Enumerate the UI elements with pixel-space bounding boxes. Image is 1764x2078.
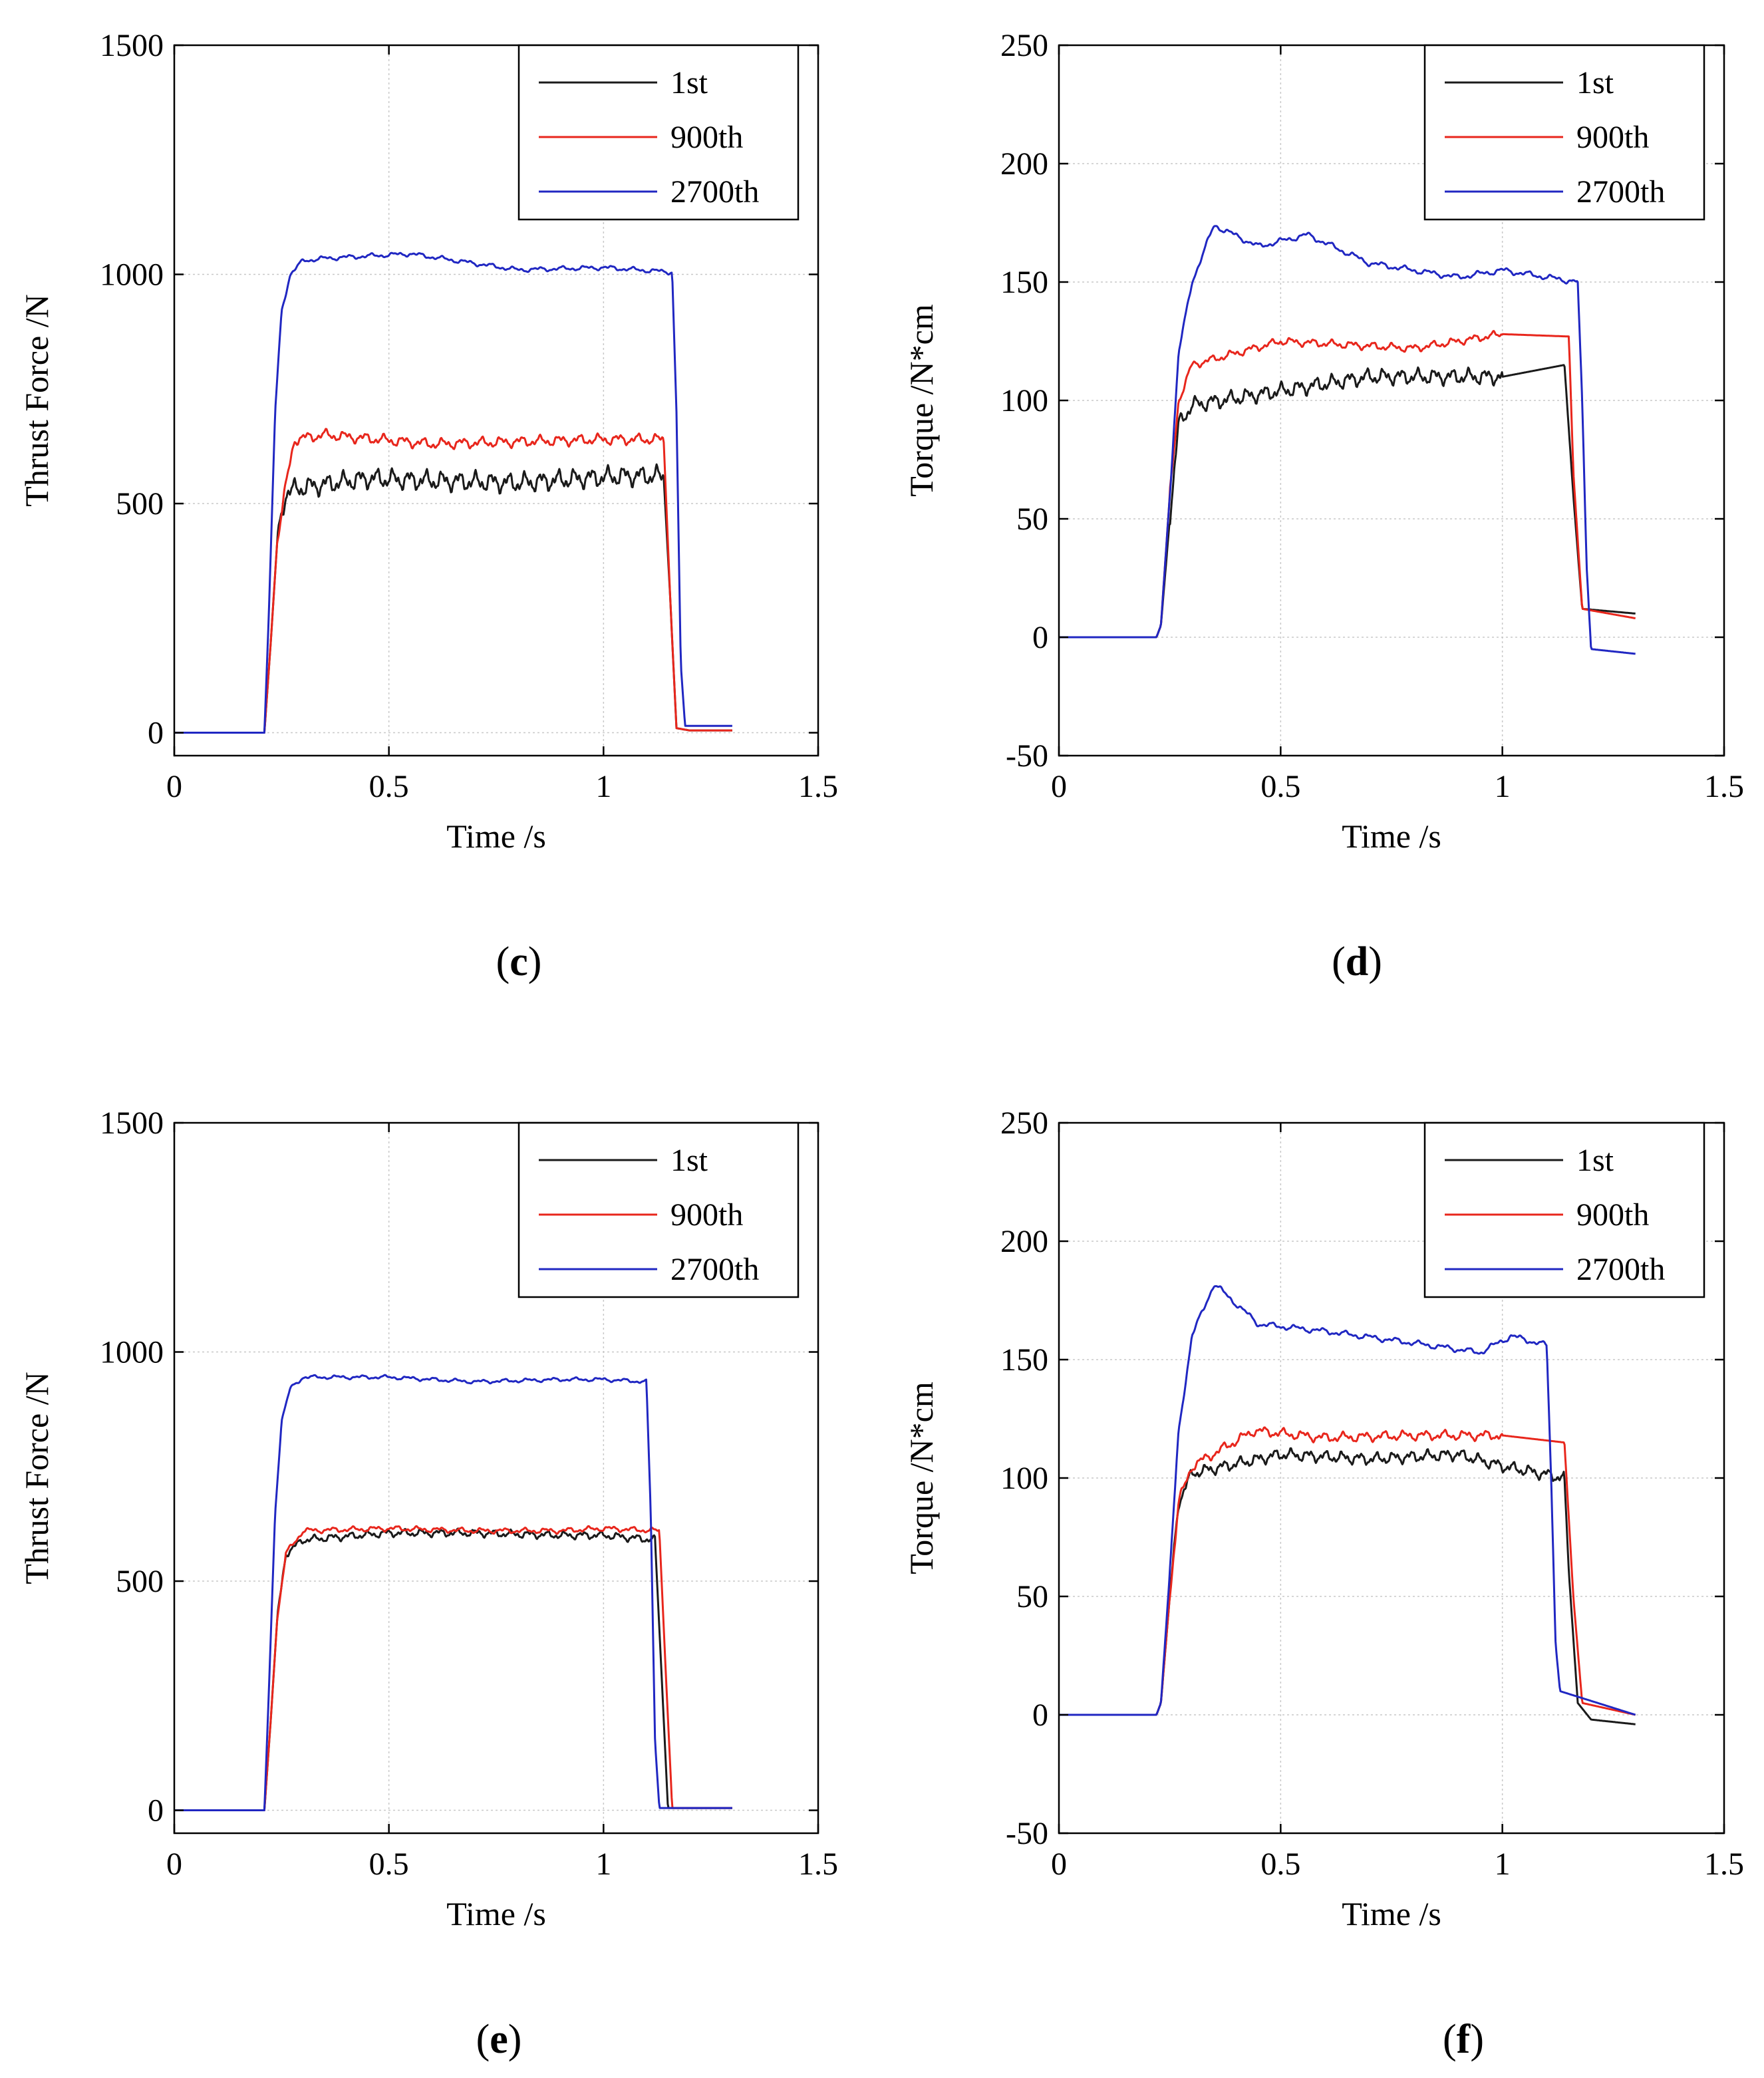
series-line-2700th bbox=[174, 1374, 733, 1811]
series-line-900th bbox=[174, 428, 733, 734]
x-tick-label: 0.5 bbox=[369, 1847, 409, 1882]
x-tick-label: 1.5 bbox=[798, 1847, 838, 1882]
y-tick-label: 150 bbox=[1000, 1342, 1048, 1378]
chart-panel-c: 0 0.5 1 1.5 0 500 1000 1500 Time /s Thrust Force … bbox=[18, 28, 838, 984]
y-tick-label: 50 bbox=[1016, 1579, 1048, 1614]
y-tick-label: 150 bbox=[1000, 265, 1048, 300]
x-tick-label: 1 bbox=[595, 769, 611, 804]
y-axis-label: Thrust Force /N bbox=[18, 294, 55, 506]
legend-label: 900th bbox=[670, 120, 743, 155]
legend-label: 1st bbox=[1576, 65, 1614, 100]
x-tick-label: 0 bbox=[166, 769, 182, 804]
x-tick-label: 1.5 bbox=[798, 769, 838, 804]
legend-label: 2700th bbox=[670, 1252, 759, 1287]
series-line-900th bbox=[174, 1525, 733, 1811]
legend-label: 2700th bbox=[670, 174, 759, 210]
x-tick-label: 0.5 bbox=[369, 769, 409, 804]
legend-label: 1st bbox=[670, 1143, 708, 1178]
x-tick-label: 1.5 bbox=[1704, 1847, 1744, 1882]
panel-label: (f) bbox=[1443, 2017, 1484, 2062]
y-tick-label: 250 bbox=[1000, 1106, 1048, 1141]
x-tick-label: 0 bbox=[166, 1847, 182, 1882]
y-tick-label: 500 bbox=[116, 1564, 164, 1599]
legend-label: 900th bbox=[1576, 1197, 1649, 1233]
chart-panel-e: 0 0.5 1 1.5 0 500 1000 1500 Time /s Thrust Force … bbox=[18, 1106, 838, 2062]
legend-label: 1st bbox=[670, 65, 708, 100]
x-tick-label: 0 bbox=[1051, 769, 1067, 804]
x-axis-label: Time /s bbox=[1342, 1895, 1441, 1932]
y-tick-label: 1500 bbox=[100, 1106, 164, 1141]
y-axis-label: Thrust Force /N bbox=[18, 1372, 55, 1584]
legend-box bbox=[517, 1121, 800, 1298]
y-axis-label: Torque /N*cm bbox=[903, 304, 940, 497]
y-axis-label: Torque /N*cm bbox=[903, 1382, 940, 1574]
y-tick-label: -50 bbox=[1006, 1816, 1048, 1851]
y-tick-label: 50 bbox=[1016, 502, 1048, 537]
y-tick-label: 0 bbox=[148, 716, 164, 751]
axes-frame bbox=[173, 44, 819, 757]
y-tick-label: 0 bbox=[148, 1793, 164, 1829]
y-tick-label: 0 bbox=[1032, 620, 1048, 655]
x-tick-label: 1 bbox=[595, 1847, 611, 1882]
x-tick-label: 1.5 bbox=[1704, 769, 1744, 804]
x-tick-label: 0.5 bbox=[1260, 769, 1300, 804]
y-tick-label: -50 bbox=[1006, 738, 1048, 774]
series-line-2700th bbox=[1058, 1285, 1636, 1716]
legend: 1st 900th 2700th bbox=[1423, 1121, 1705, 1298]
series-line-2700th bbox=[174, 251, 733, 734]
legend: 1st 900th 2700th bbox=[1423, 44, 1705, 221]
x-axis-label: Time /s bbox=[446, 1895, 546, 1932]
x-tick-label: 0.5 bbox=[1260, 1847, 1300, 1882]
x-tick-label: 1 bbox=[1495, 769, 1511, 804]
legend-label: 900th bbox=[1576, 120, 1649, 155]
y-tick-label: 100 bbox=[1000, 1461, 1048, 1496]
legend: 1st 900th 2700th bbox=[517, 44, 800, 221]
x-tick-label: 0 bbox=[1051, 1847, 1067, 1882]
y-tick-label: 1500 bbox=[100, 28, 164, 63]
legend-label: 2700th bbox=[1576, 1252, 1665, 1287]
y-tick-label: 200 bbox=[1000, 1224, 1048, 1259]
legend: 1st 900th 2700th bbox=[517, 1121, 800, 1298]
y-tick-label: 500 bbox=[116, 486, 164, 521]
legend-label: 900th bbox=[670, 1197, 743, 1233]
panel-label: (c) bbox=[496, 939, 542, 984]
legend-label: 1st bbox=[1576, 1143, 1614, 1178]
y-tick-label: 1000 bbox=[100, 1335, 164, 1370]
legend-label: 2700th bbox=[1576, 174, 1665, 210]
legend-box bbox=[1423, 1121, 1705, 1298]
panel-label: (d) bbox=[1332, 939, 1382, 984]
legend-box bbox=[517, 44, 800, 221]
y-tick-label: 250 bbox=[1000, 28, 1048, 63]
legend-box bbox=[1423, 44, 1705, 221]
axes-frame bbox=[173, 1121, 819, 1835]
y-tick-label: 0 bbox=[1032, 1698, 1048, 1733]
x-axis-label: Time /s bbox=[1342, 817, 1441, 855]
y-tick-label: 1000 bbox=[100, 257, 164, 293]
y-tick-label: 200 bbox=[1000, 146, 1048, 182]
x-tick-label: 1 bbox=[1495, 1847, 1511, 1882]
series-line-2700th bbox=[1058, 225, 1636, 655]
y-tick-label: 100 bbox=[1000, 383, 1048, 418]
panel-label: (e) bbox=[476, 2017, 522, 2062]
x-axis-label: Time /s bbox=[446, 817, 546, 855]
